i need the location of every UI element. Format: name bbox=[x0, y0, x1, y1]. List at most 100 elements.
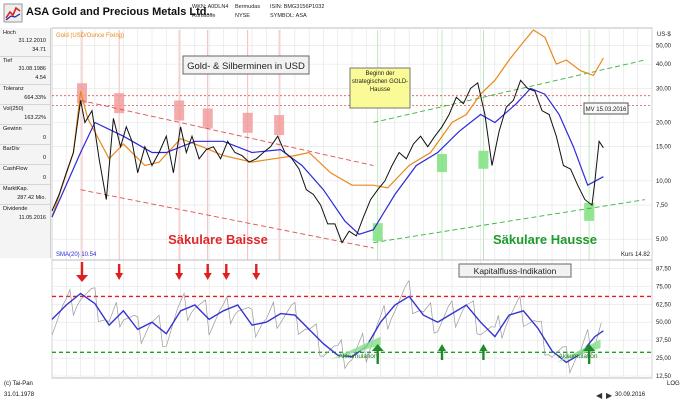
main-y-tick: 40,00 bbox=[656, 62, 672, 68]
footer: (c) Tai-Pan 31.01.1978 30.09.2016 LOG ◀ … bbox=[0, 380, 690, 404]
kapitalfluss-raw-line bbox=[51, 279, 602, 375]
osc-title: Kapitalfluss-Indikation bbox=[474, 266, 557, 276]
sidebar-divider bbox=[0, 56, 50, 57]
arrow-head bbox=[115, 273, 124, 280]
copyright-text: (c) Tai-Pan bbox=[4, 381, 33, 387]
sidebar-divider bbox=[0, 84, 50, 85]
signal-boxes bbox=[77, 83, 595, 242]
app-logo-icon bbox=[3, 3, 23, 23]
trend-channels bbox=[80, 59, 645, 249]
wkn-text: WKN: A0DLN4 bbox=[192, 4, 229, 10]
arrow-head bbox=[76, 275, 88, 282]
buy-arrow-icon bbox=[371, 344, 384, 364]
arrow-shaft bbox=[225, 264, 228, 274]
vol-value: 163.22% bbox=[24, 115, 46, 121]
arrow-shaft bbox=[80, 262, 84, 276]
arrow-shaft bbox=[587, 350, 591, 364]
osc-y-tick: 75,00 bbox=[656, 284, 672, 290]
osc-title-box bbox=[458, 263, 572, 278]
hausse-channel-upper bbox=[373, 59, 645, 123]
sma-legend: SMA(20) 10.54 bbox=[56, 252, 97, 258]
app-title: ASA Gold and Precious Metals Ltd. bbox=[26, 6, 210, 18]
sell-signal-box bbox=[77, 83, 87, 104]
arrow-head bbox=[438, 344, 446, 351]
sell-signal-box bbox=[202, 108, 213, 129]
info-sidebar: Hoch 31.12.2010 34.71 Tief 31.08.1986 4.… bbox=[0, 28, 51, 258]
main-y-tick: 5,00 bbox=[656, 237, 668, 243]
sell-arrow-icon bbox=[175, 264, 184, 280]
chart-title-box bbox=[182, 55, 310, 75]
header: ASA Gold and Precious Metals Ltd. WKN: A… bbox=[0, 0, 690, 28]
bardiv-label: BarDiv bbox=[3, 146, 20, 152]
hausse-channel-lower bbox=[373, 199, 645, 244]
low-label: Tief bbox=[3, 58, 12, 64]
sidebar-divider bbox=[0, 124, 50, 125]
sell-signal-box bbox=[114, 93, 125, 114]
arrow-head bbox=[371, 344, 384, 351]
sidebar-divider bbox=[0, 164, 50, 165]
main-y-tick: 20,00 bbox=[656, 120, 672, 126]
sell-signal-box bbox=[274, 115, 285, 136]
arrow-shaft bbox=[255, 264, 258, 274]
low-value: 4.54 bbox=[35, 75, 46, 81]
osc-y-tick: 50,00 bbox=[656, 320, 672, 326]
buy-arrow-icon bbox=[583, 344, 596, 364]
main-y-tick: 7,50 bbox=[656, 203, 668, 209]
mv-label: MV 15.03.2016 bbox=[586, 107, 627, 113]
arrow-shaft bbox=[206, 264, 209, 274]
chart-title: Gold- & Silberminen in USD bbox=[187, 61, 305, 72]
signal-arrows bbox=[76, 262, 596, 364]
cashflow-label: CashFlow bbox=[3, 166, 28, 172]
kapitalfluss-line bbox=[51, 292, 604, 364]
gold-start-note: Beginn der strategischen GOLD-Hausse bbox=[352, 71, 408, 93]
main-y-tick: 10,00 bbox=[656, 179, 672, 185]
osc-y-tick: 62,50 bbox=[656, 302, 672, 308]
scroll-right-icon[interactable]: ▶ bbox=[606, 391, 613, 400]
gewinn-label: Gewinn bbox=[3, 126, 22, 132]
sector-text: Rohstoffe bbox=[192, 13, 216, 19]
current-price-label: Kurs 14.82 bbox=[621, 252, 651, 258]
arrow-shaft bbox=[177, 264, 181, 274]
isin-text: ISIN: BMG3156P1032 bbox=[270, 4, 325, 10]
end-date: 30.09.2016 bbox=[615, 392, 646, 398]
osc-y-tick: 25,00 bbox=[656, 356, 672, 362]
sell-signal-box bbox=[242, 112, 253, 133]
sell-signal-box bbox=[174, 100, 185, 121]
arrow-shaft bbox=[376, 350, 379, 364]
arrow-shaft bbox=[482, 350, 485, 360]
high-label: Hoch bbox=[3, 30, 16, 36]
arrow-shaft bbox=[440, 350, 444, 360]
buy-signal-box bbox=[478, 150, 489, 169]
arrow-head bbox=[222, 273, 231, 280]
buy-signal-box bbox=[584, 202, 595, 221]
arrow-head bbox=[203, 273, 212, 280]
gold-start-box bbox=[349, 67, 411, 109]
sidebar-divider bbox=[0, 104, 50, 105]
marktkap-value: 287.42 Mio. bbox=[17, 195, 46, 201]
asa-price-line bbox=[51, 79, 604, 244]
tolerance-label: Toleranz bbox=[3, 86, 24, 92]
buy-arrow-icon bbox=[479, 344, 488, 360]
sidebar-divider bbox=[0, 204, 50, 205]
sell-arrow-icon bbox=[203, 264, 212, 280]
dividende-label: Dividende bbox=[3, 206, 28, 212]
symbol-text: SYMBOL: ASA bbox=[270, 13, 307, 19]
cashflow-value: 0 bbox=[42, 175, 46, 181]
buy-arrow-icon bbox=[438, 344, 446, 360]
scroll-left-icon[interactable]: ◀ bbox=[596, 391, 603, 400]
accumulation-wedge bbox=[330, 336, 381, 360]
low-date: 31.08.1986 bbox=[18, 66, 46, 72]
vol-label: Vol(250) bbox=[3, 106, 24, 112]
arrow-head bbox=[252, 273, 261, 280]
sidebar-divider bbox=[0, 184, 50, 185]
baisse-channel-upper bbox=[80, 99, 374, 166]
sell-arrow-icon bbox=[222, 264, 231, 280]
country-text: Bermudas bbox=[235, 4, 261, 10]
arrow-head bbox=[175, 273, 184, 280]
sidebar-divider bbox=[0, 144, 50, 145]
high-date: 31.12.2010 bbox=[18, 38, 46, 44]
osc-y-tick: 37,50 bbox=[656, 338, 672, 344]
sell-arrow-icon bbox=[76, 262, 88, 282]
log-label: LOG bbox=[667, 381, 680, 387]
